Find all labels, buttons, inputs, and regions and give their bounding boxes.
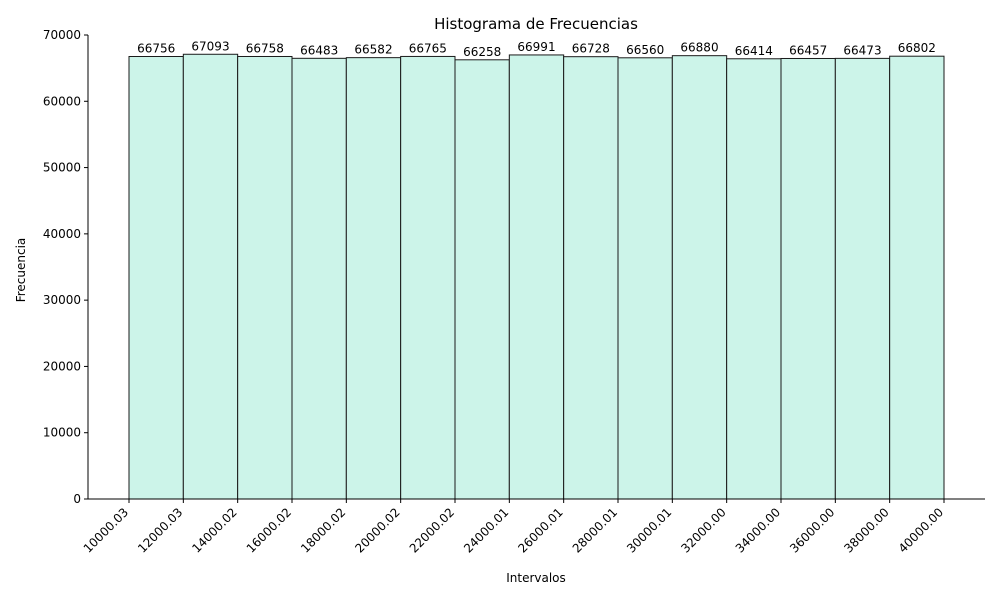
x-axis-label: Intervalos: [506, 571, 566, 585]
x-tick-label-2: 14000.02: [189, 505, 239, 555]
bar-value-label-7: 66991: [517, 40, 555, 54]
bar-0: [128, 56, 184, 500]
x-tick-label-14: 38000.00: [841, 505, 891, 555]
x-tick-label-5: 20000.02: [352, 505, 402, 555]
bar-13: [834, 57, 891, 500]
bar-value-label-5: 66765: [409, 41, 447, 55]
bar-5: [400, 55, 456, 500]
bar-value-label-0: 66756: [137, 42, 175, 56]
bar-value-label-3: 66483: [300, 43, 338, 57]
bar-11: [726, 58, 782, 500]
bars-group: [128, 53, 945, 500]
bar-6: [454, 59, 510, 500]
y-tick-label-1: 10000: [43, 426, 81, 440]
bar-value-label-6: 66258: [463, 45, 501, 59]
chart-title: Histograma de Frecuencias: [434, 15, 638, 33]
x-tick-label-4: 18000.02: [298, 505, 348, 555]
x-tick-label-12: 34000.00: [733, 505, 783, 555]
x-tick-label-11: 32000.00: [678, 505, 728, 555]
bar-value-label-9: 66560: [626, 43, 664, 57]
x-tick-label-13: 36000.00: [787, 505, 837, 555]
y-axis: 0 10000 20000 30000 40000 50000 60000 70000: [43, 28, 89, 506]
bar-10: [671, 55, 728, 500]
x-tick-label-7: 24000.01: [461, 505, 511, 555]
y-tick-label-7: 70000: [43, 28, 81, 42]
x-tick-label-9: 28000.01: [570, 505, 620, 555]
bar-value-label-1: 67093: [191, 39, 229, 53]
bar-value-label-12: 66457: [789, 43, 827, 57]
bar-value-label-13: 66473: [843, 43, 881, 57]
bar-7: [508, 54, 565, 500]
y-axis-label: Frecuencia: [14, 238, 28, 303]
bar-9: [617, 57, 673, 500]
bar-2: [237, 55, 293, 500]
bar-value-label-8: 66728: [572, 42, 610, 56]
x-tick-label-6: 22000.02: [407, 505, 457, 555]
x-tick-label-0: 10000.03: [81, 505, 131, 555]
y-tick-label-6: 60000: [43, 94, 81, 108]
bar-4: [345, 57, 402, 500]
bar-14: [889, 55, 945, 500]
x-tick-label-3: 16000.02: [244, 505, 294, 555]
x-tick-label-1: 12000.03: [135, 505, 185, 555]
bar-value-label-10: 66880: [680, 41, 718, 55]
x-tick-label-15: 40000.00: [896, 505, 946, 555]
bar-value-label-2: 66758: [246, 41, 284, 55]
bar-value-label-4: 66582: [354, 43, 392, 57]
y-tick-label-5: 50000: [43, 161, 81, 175]
y-tick-label-4: 40000: [43, 227, 81, 241]
y-tick-label-3: 30000: [43, 293, 81, 307]
bar-1: [182, 53, 239, 500]
y-tick-label-0: 0: [73, 492, 81, 506]
bar-value-label-11: 66414: [735, 44, 773, 58]
bar-12: [780, 57, 836, 500]
bar-labels-group: 66756 67093 66758 66483 66582 66765 66258 66991…: [137, 39, 936, 59]
y-tick-label-2: 20000: [43, 359, 81, 373]
bar-8: [563, 56, 619, 500]
bar-3: [291, 57, 347, 500]
bar-value-label-14: 66802: [898, 41, 936, 55]
x-tick-label-8: 26000.01: [515, 505, 565, 555]
x-tick-label-10: 30000.01: [624, 505, 674, 555]
x-axis: 10000.03 12000.03 14000.02 16000.02 18000.02…: [81, 498, 985, 556]
